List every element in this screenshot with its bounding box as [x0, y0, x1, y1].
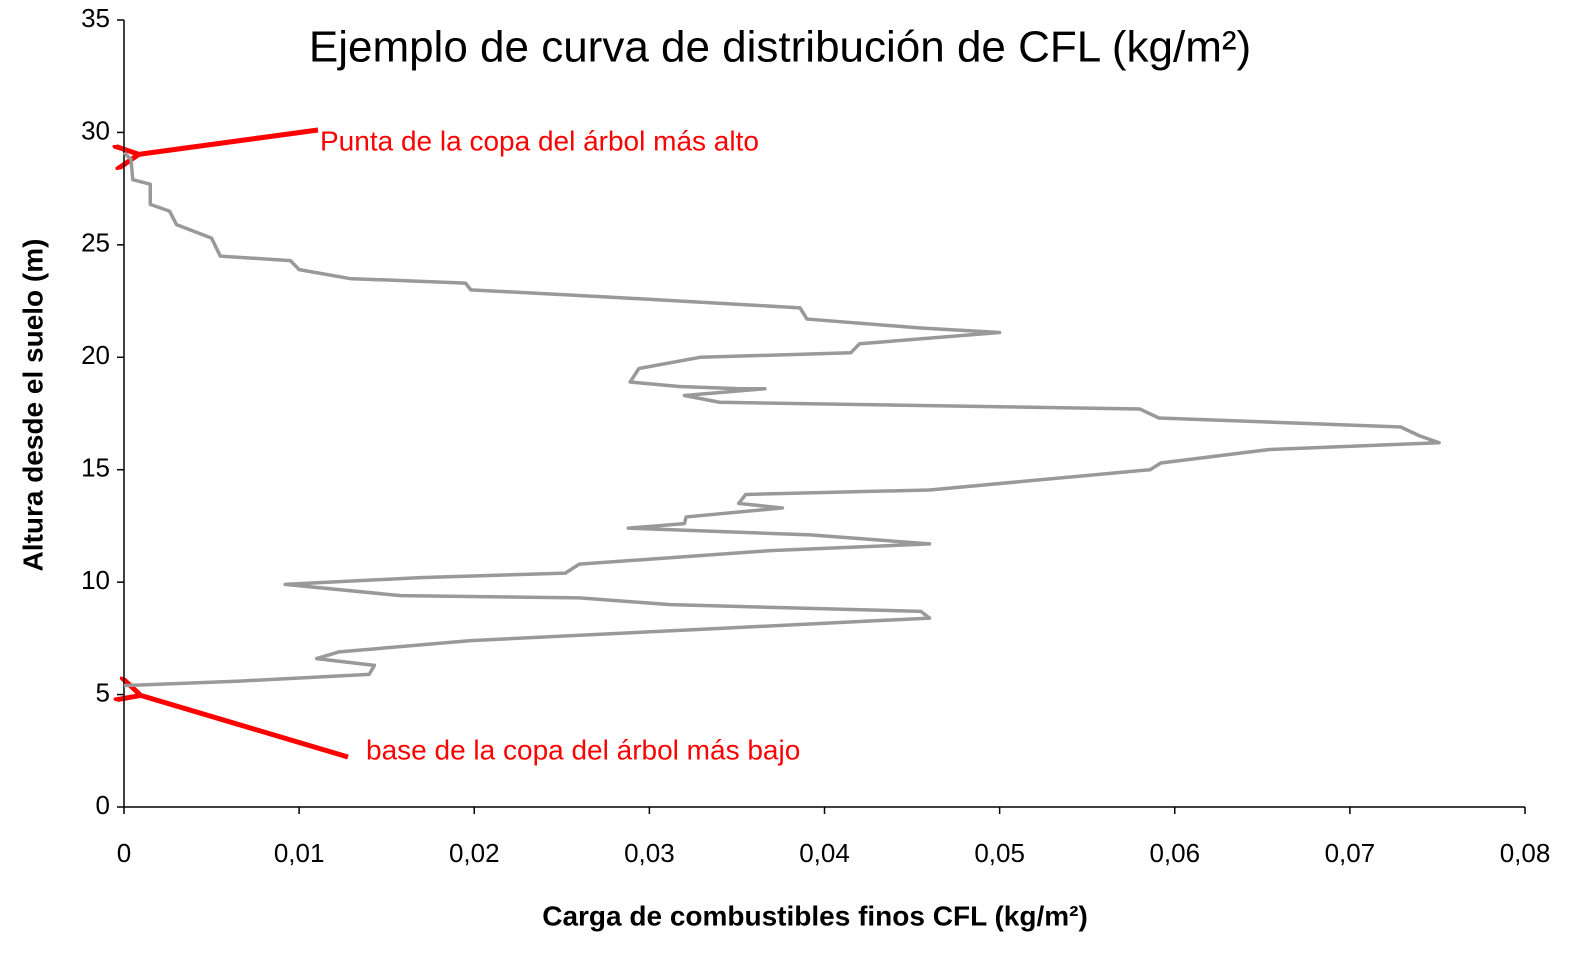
x-tick-label: 0,07	[1325, 838, 1376, 868]
x-tick-label: 0	[117, 838, 131, 868]
annotation-arrow	[134, 127, 319, 155]
y-tick-label: 5	[96, 677, 110, 707]
y-tick-label: 15	[81, 453, 110, 483]
y-tick-label: 0	[96, 790, 110, 820]
data-line	[122, 151, 1441, 688]
x-tick-label: 0,03	[624, 838, 675, 868]
annotation-arrow	[136, 694, 349, 760]
annotation: base de la copa del árbol más bajo	[366, 734, 800, 765]
x-tick-label: 0,06	[1149, 838, 1200, 868]
annotation: Punta de la copa del árbol más alto	[320, 125, 759, 156]
x-tick-label: 0,02	[449, 838, 500, 868]
x-tick-label: 0,01	[274, 838, 325, 868]
chart-title: Ejemplo de curva de distribución de CFL …	[309, 23, 1251, 72]
x-tick-label: 0,05	[974, 838, 1025, 868]
y-tick-label: 20	[81, 340, 110, 370]
x-axis-label: Carga de combustibles finos CFL (kg/m²)	[542, 900, 1088, 931]
y-tick-label: 25	[81, 228, 110, 258]
x-tick-label: 0,04	[799, 838, 850, 868]
x-tick-label: 0,08	[1500, 838, 1551, 868]
y-tick-label: 35	[81, 3, 110, 33]
y-tick-label: 30	[81, 115, 110, 145]
y-axis-label: Altura desde el suelo (m)	[17, 239, 48, 572]
y-tick-label: 10	[81, 565, 110, 595]
